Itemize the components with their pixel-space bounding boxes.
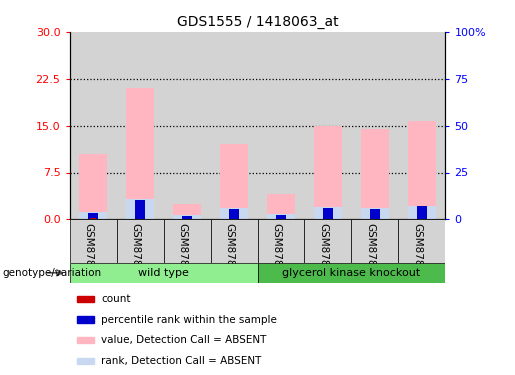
Text: GSM87838: GSM87838 xyxy=(318,223,328,280)
Bar xyxy=(173,204,201,219)
Text: genotype/variation: genotype/variation xyxy=(3,268,101,278)
Bar xyxy=(77,316,94,323)
Bar xyxy=(408,121,436,219)
Bar xyxy=(304,219,352,262)
Bar xyxy=(258,32,304,219)
Bar xyxy=(258,219,304,262)
Bar xyxy=(314,207,342,219)
Bar xyxy=(258,262,445,283)
Text: GSM87833: GSM87833 xyxy=(83,223,93,280)
Text: glycerol kinase knockout: glycerol kinase knockout xyxy=(282,268,421,278)
Bar xyxy=(126,199,154,219)
Bar xyxy=(211,219,258,262)
Text: GSM87835: GSM87835 xyxy=(177,223,187,280)
Bar xyxy=(116,219,164,262)
Bar xyxy=(304,32,352,219)
Bar xyxy=(276,215,286,219)
Bar xyxy=(229,209,239,219)
Bar xyxy=(361,129,389,219)
Bar xyxy=(361,208,389,219)
Text: wild type: wild type xyxy=(138,268,189,278)
Text: percentile rank within the sample: percentile rank within the sample xyxy=(101,315,278,324)
Bar xyxy=(220,144,248,219)
Bar xyxy=(126,88,154,219)
Bar xyxy=(79,154,107,219)
Bar xyxy=(164,32,211,219)
Bar xyxy=(267,194,295,219)
Bar xyxy=(370,209,380,219)
Bar xyxy=(399,219,445,262)
Bar xyxy=(70,32,116,219)
Bar xyxy=(182,216,192,219)
Bar xyxy=(116,32,164,219)
Bar xyxy=(267,214,295,219)
Bar xyxy=(323,207,333,219)
Bar xyxy=(164,219,211,262)
Text: GSM87836: GSM87836 xyxy=(224,223,234,280)
Bar xyxy=(70,262,258,283)
Text: value, Detection Call = ABSENT: value, Detection Call = ABSENT xyxy=(101,335,267,345)
Text: count: count xyxy=(101,294,131,304)
Text: GSM87840: GSM87840 xyxy=(412,223,422,279)
Text: rank, Detection Call = ABSENT: rank, Detection Call = ABSENT xyxy=(101,356,262,366)
Title: GDS1555 / 1418063_at: GDS1555 / 1418063_at xyxy=(177,15,338,30)
Text: GSM87839: GSM87839 xyxy=(365,223,375,280)
Text: GSM87837: GSM87837 xyxy=(271,223,281,280)
Bar xyxy=(70,219,116,262)
Bar xyxy=(399,32,445,219)
Bar xyxy=(77,357,94,364)
Text: GSM87834: GSM87834 xyxy=(130,223,140,280)
Bar xyxy=(352,219,399,262)
Bar xyxy=(352,32,399,219)
Bar xyxy=(314,126,342,219)
Bar xyxy=(417,206,427,219)
Bar xyxy=(79,212,107,219)
Bar xyxy=(90,218,96,219)
Bar xyxy=(88,213,98,219)
Bar xyxy=(77,337,94,343)
Bar xyxy=(408,206,436,219)
Bar xyxy=(135,200,145,219)
Bar xyxy=(77,296,94,302)
Bar xyxy=(173,215,201,219)
Bar xyxy=(220,208,248,219)
Bar xyxy=(211,32,258,219)
